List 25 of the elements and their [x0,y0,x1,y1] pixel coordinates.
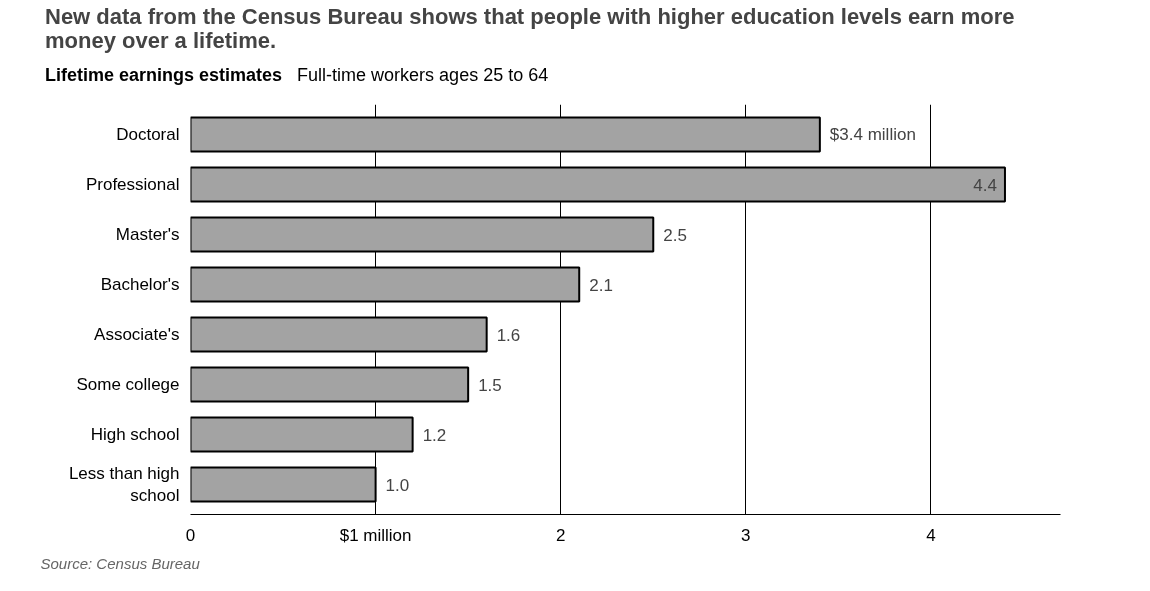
data-label: 1.0 [385,475,410,495]
y-tick-label: Doctoral [116,125,180,145]
y-tick-label: Some college [76,375,180,395]
data-label: 2.1 [589,275,613,295]
data-label: 1.5 [478,375,502,395]
text: Full-time workers ages 25 to 64 [297,65,549,86]
data-label: 4.4 [973,175,997,195]
x-tick-label: $1 million [339,525,412,545]
data-label: $3.4 million [829,125,916,145]
x-tick-label: 3 [741,525,751,545]
data-label: 2.5 [663,225,687,245]
y-tick-label: Associate's [94,325,180,345]
y-tick-label: High school [90,425,180,445]
chart-subtitle: Lifetime earnings estimates [45,65,283,86]
y-tick-label: Master's [115,225,180,245]
chart-title: New data from the Census Bureau shows that people with higher education levels earn more money over a lifetime. [45,4,1016,54]
y-tick-label: Bachelor's [100,275,180,295]
y-tick-label: Less than high school [68,463,180,506]
source-note: Source: Census Bureau [40,554,201,572]
x-tick-label: 0 [185,525,196,545]
data-label: 1.6 [496,325,521,345]
x-tick-label: 4 [926,525,936,545]
data-label: 1.2 [422,425,447,445]
y-tick-label: Professional [85,175,180,195]
x-tick-label: 2 [555,525,566,545]
